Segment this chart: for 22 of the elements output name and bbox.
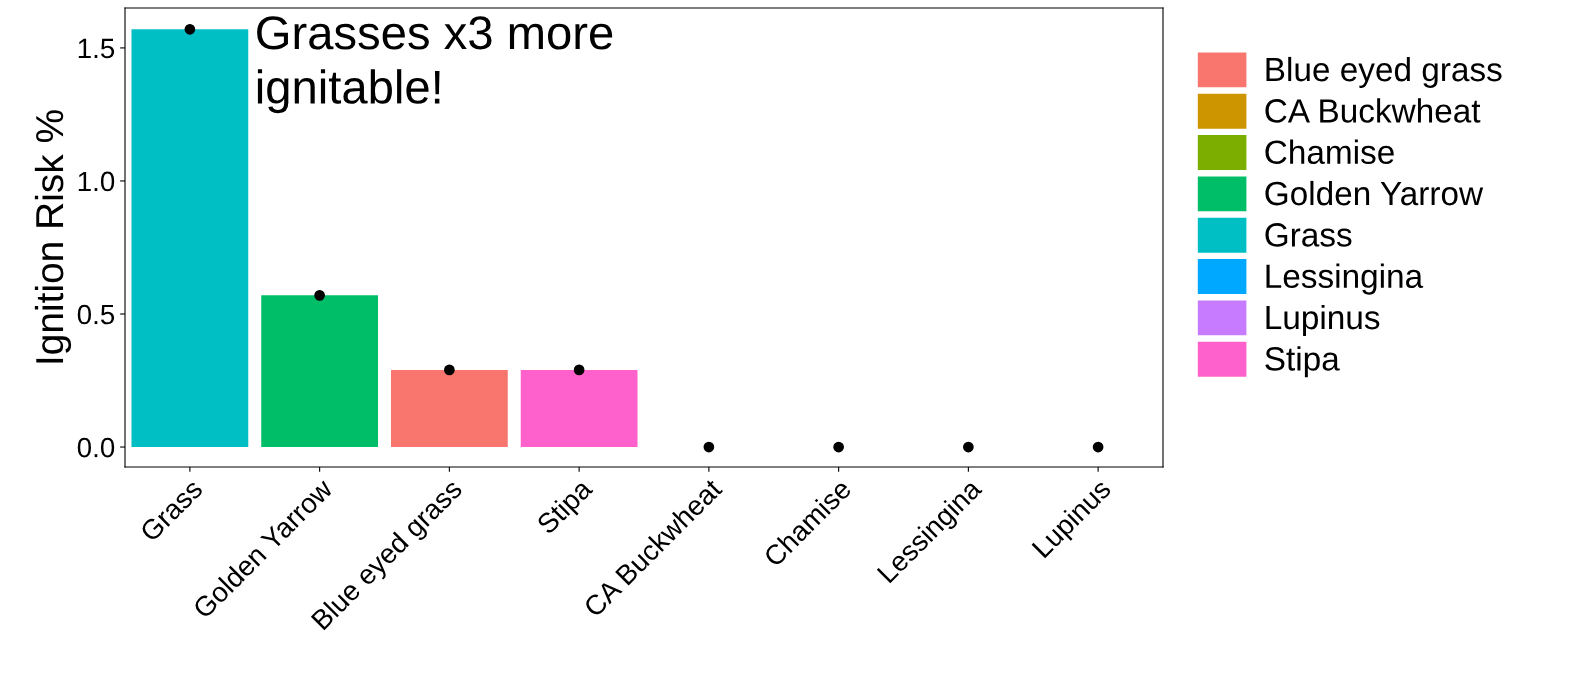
y-axis-title: Ignition Risk % xyxy=(34,110,72,363)
legend-label: CA Buckwheat xyxy=(1265,98,1481,123)
legend-label: Lessingina xyxy=(1266,263,1424,295)
point xyxy=(314,290,325,301)
y-tick-label: 1.5 xyxy=(78,38,115,59)
point xyxy=(703,441,715,453)
y-tick-label: 0.0 xyxy=(77,437,115,458)
point xyxy=(963,441,974,453)
annotation: Grasses x3 more ignitable! xyxy=(257,16,613,114)
legend-label: Golden Yarrow xyxy=(1265,180,1484,206)
point xyxy=(444,364,455,376)
point xyxy=(184,23,196,35)
legend-label: Grass xyxy=(1265,223,1352,247)
legend-label: Chamise xyxy=(1265,139,1394,165)
y-tick-label: 1.0 xyxy=(78,171,115,192)
legend-label: Blue eyed grass xyxy=(1266,56,1502,88)
point xyxy=(573,364,585,376)
legend-label: Lupinus xyxy=(1266,304,1380,336)
point xyxy=(1092,441,1104,453)
legend-label: Stipa xyxy=(1265,346,1340,378)
point xyxy=(833,441,844,453)
y-tick-label: 0.5 xyxy=(77,304,115,325)
